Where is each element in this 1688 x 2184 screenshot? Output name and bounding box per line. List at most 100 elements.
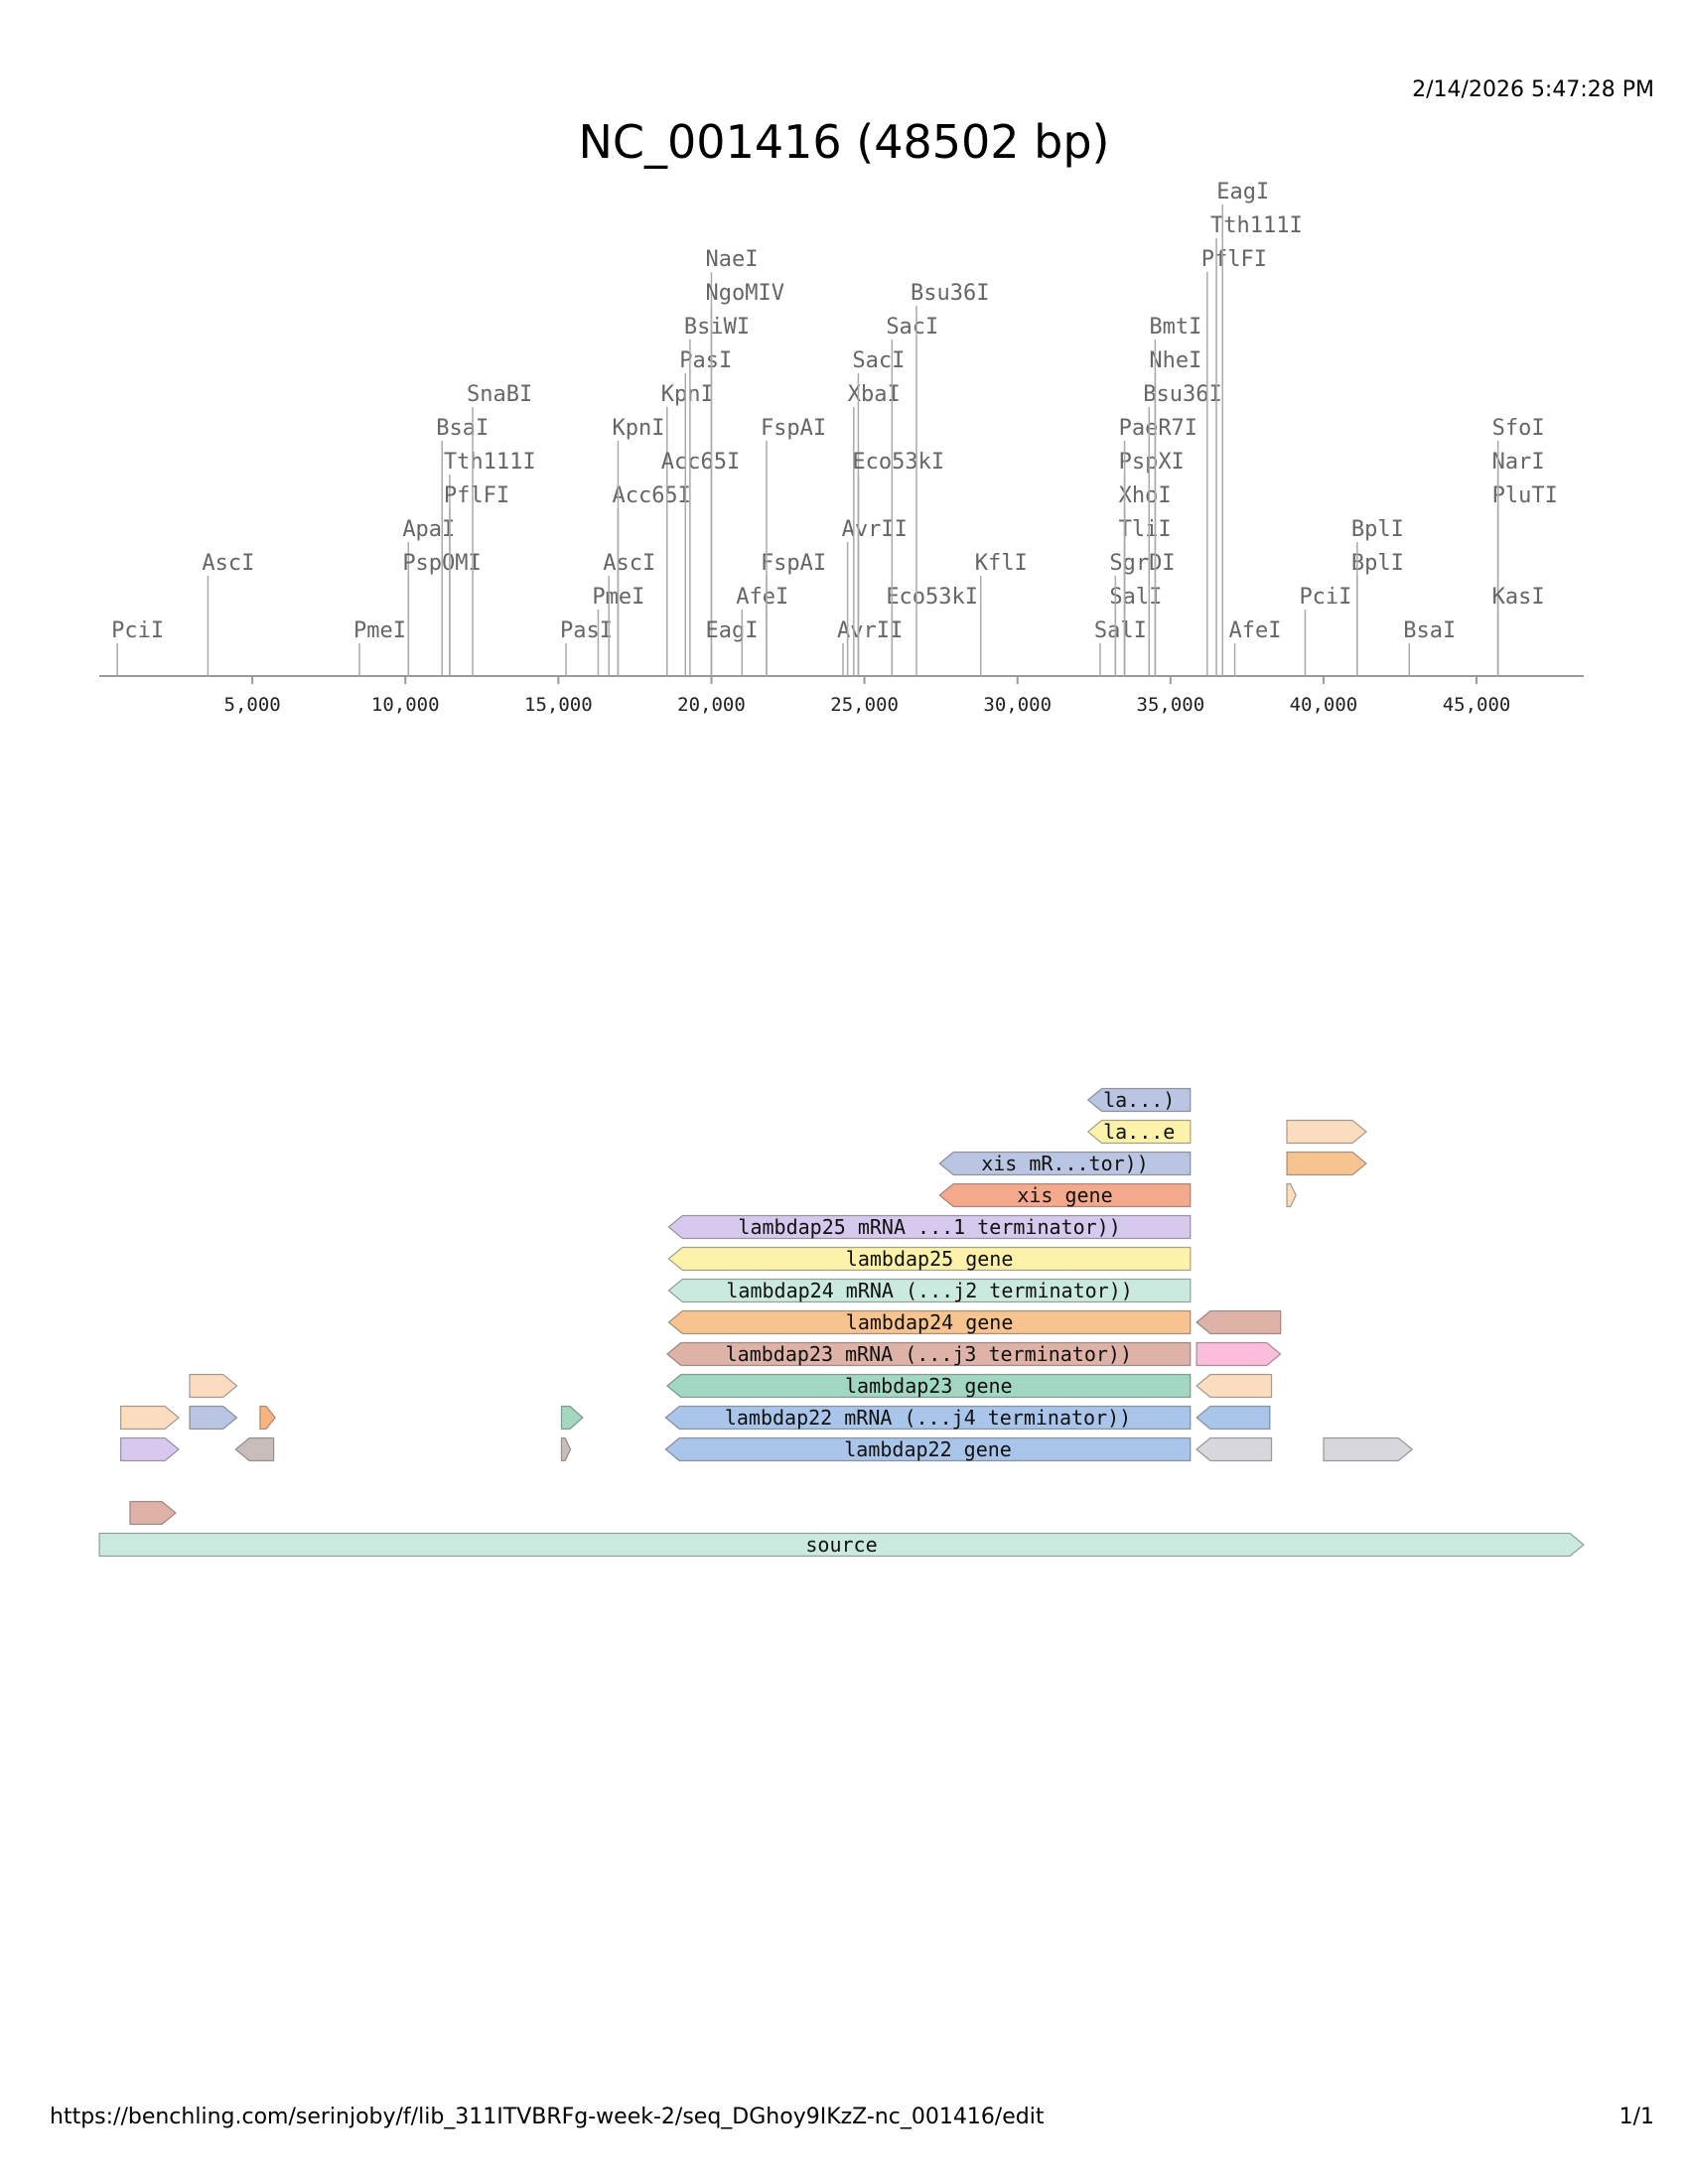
cut-site-label: EagI [705,618,758,643]
cut-site-label: KflI [975,551,1028,576]
feature-arrow [560,1405,584,1431]
cut-site-label: PflFI [1201,247,1267,272]
feature-lambdap24-gene [667,1309,1192,1335]
cut-site-label: AscI [202,551,254,576]
cut-site-label: BsiWI [684,315,750,340]
print-timestamp: 2/14/2026 5:47:28 PM [1412,77,1654,102]
feature-arrow [1286,1119,1368,1145]
cut-site-label: PluTI [1492,483,1558,508]
cut-site-label: TliI [1119,517,1172,542]
sequence-title: NC_001416 (48502 bp) [578,115,1110,169]
axis-tick-label: 25,000 [830,694,899,716]
cut-site-label: Tth111I [1210,213,1303,238]
feature-arrow [1196,1436,1273,1462]
cut-site-label: Tth111I [444,450,536,475]
feature-label: xis mR...tor)) [981,1152,1149,1175]
feature-label: lambdap24 mRNA (...j2 terminator)) [726,1279,1132,1302]
feature-arrow [259,1405,277,1431]
cut-site-label: KpnI [661,382,714,407]
feature-lambdap22-gene [664,1436,1192,1462]
cut-site-label: NaeI [705,247,758,272]
feature-arrow [560,1436,572,1462]
feature-label: xis gene [1017,1183,1112,1207]
cut-site-label: SalI [1094,618,1147,643]
cut-site-label: Bsu36I [1143,382,1221,407]
cut-site-label: SgrDI [1109,551,1175,576]
cut-site-label: XhoI [1119,483,1172,508]
cut-site-label: PciI [1299,585,1351,610]
cut-site-label: AfeI [736,585,788,610]
axis-tick-label: 10,000 [371,694,440,716]
cut-site-label: SfoI [1492,416,1545,441]
cut-site-label: SacI [886,315,938,340]
feature-la [1086,1087,1192,1113]
cut-site-label: PasI [679,348,732,373]
cut-site-label: PmeI [353,618,406,643]
feature-label: lambdap23 mRNA (...j3 terminator)) [726,1342,1132,1366]
feature-lambdap25-gene [667,1246,1192,1272]
feature-arrow [1196,1405,1271,1431]
axis-tick-label: 30,000 [983,694,1052,716]
cut-site-label: BplI [1351,517,1404,542]
cut-site-label: PspXI [1119,450,1185,475]
cut-site-label: SnaBI [467,382,532,407]
feature-source [98,1532,1585,1558]
feature-arrow [1286,1151,1368,1176]
cut-site-label: NheI [1149,348,1201,373]
cut-site-label: SacI [852,348,905,373]
feature-label: lambdap25 gene [846,1247,1014,1271]
feature-label: la...e [1103,1120,1175,1144]
cut-site-label: FspAI [761,416,826,441]
feature-lambdap23-mrna-j3-terminator [665,1341,1192,1367]
cut-site-label: KpnI [612,416,664,441]
feature-arrow [129,1500,178,1526]
cut-site-label: BsaI [436,416,489,441]
cut-site-label: ApaI [402,517,455,542]
cut-site-label: Acc65I [612,483,690,508]
cut-site-label: Bsu36I [911,281,989,306]
axis-tick-label: 5,000 [224,694,281,716]
feature-arrow [119,1405,181,1431]
feature-arrow [234,1436,275,1462]
cut-site-label: SalI [1109,585,1162,610]
cut-site-label: PciI [111,618,164,643]
cut-site-label: AfeI [1229,618,1282,643]
cut-site-label: Eco53kI [852,450,944,475]
axis-tick-label: 15,000 [524,694,593,716]
cut-site-label: FspAI [761,551,826,576]
cut-site-label: Eco53kI [886,585,978,610]
cut-site-label: KasI [1492,585,1545,610]
feature-arrow [1196,1309,1282,1335]
feature-la-e [1086,1119,1192,1145]
cut-site-label: NgoMIV [705,281,783,306]
cut-site-label: Acc65I [661,450,740,475]
feature-arrow [1196,1373,1273,1399]
feature-label: lambdap24 gene [846,1310,1014,1334]
feature-label: source [805,1533,877,1557]
axis-tick-label: 45,000 [1443,694,1511,716]
feature-arrow [119,1436,181,1462]
feature-arrow [189,1373,238,1399]
cut-site-label: BmtI [1149,315,1201,340]
cut-site-label: PflFI [444,483,509,508]
axis-tick-label: 40,000 [1290,694,1358,716]
footer-url[interactable]: https://benchling.com/serinjoby/f/lib_31… [50,2105,1045,2129]
feature-arrow [189,1405,238,1431]
feature-label: lambdap22 gene [844,1437,1012,1461]
cut-site-label: AscI [603,551,655,576]
cut-site-label: PasI [560,618,613,643]
feature-label: lambdap23 gene [845,1374,1013,1398]
feature-arrow [1196,1341,1282,1367]
feature-lambdap22-mrna-j4-terminator [664,1405,1192,1431]
cut-site-label: BplI [1351,551,1404,576]
cut-site-label: AvrII [842,517,908,542]
cut-site-label: EagI [1216,180,1269,205]
feature-arrow [1323,1436,1414,1462]
axis-tick-label: 35,000 [1137,694,1205,716]
feature-lambdap23-gene [665,1373,1192,1399]
feature-lambdap24-mrna-j2-terminator [667,1278,1192,1303]
axis-tick-label: 20,000 [677,694,746,716]
feature-label: la...) [1103,1088,1175,1112]
feature-label: lambdap22 mRNA (...j4 terminator)) [725,1406,1131,1430]
